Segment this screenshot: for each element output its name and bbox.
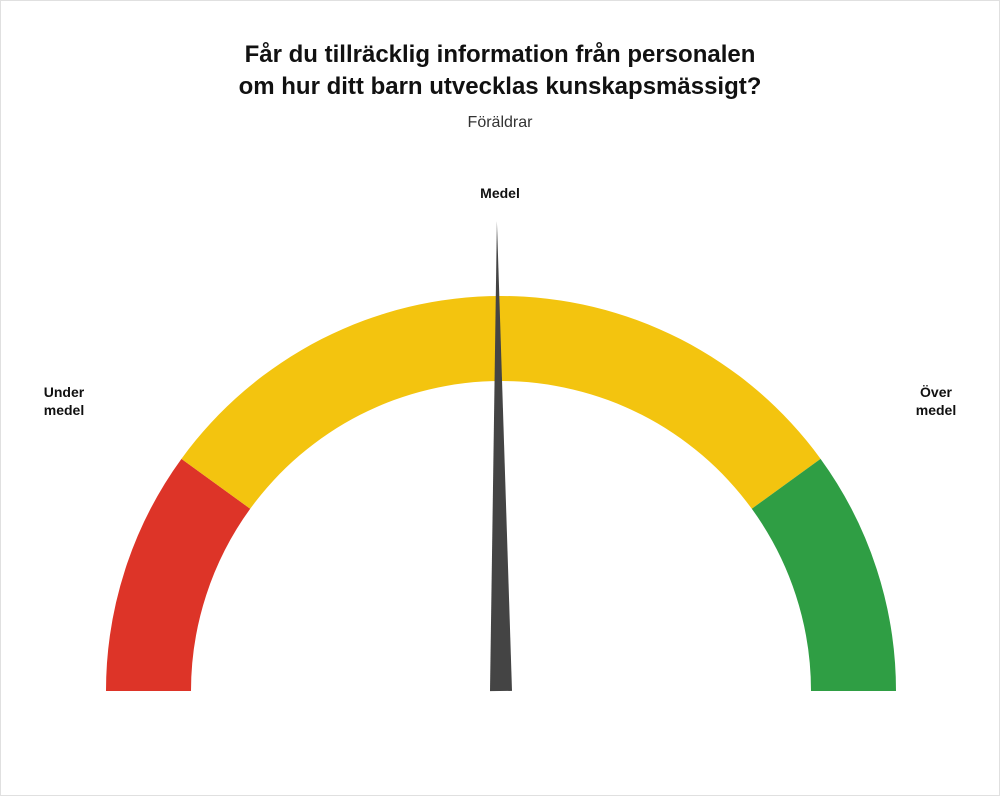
chart-frame: Får du tillräcklig information från pers… (0, 0, 1000, 796)
gauge-chart (1, 1, 1000, 797)
gauge-segment-under-medel (106, 459, 250, 691)
gauge-segment-over-medel (752, 459, 896, 691)
gauge-needle (490, 221, 512, 691)
